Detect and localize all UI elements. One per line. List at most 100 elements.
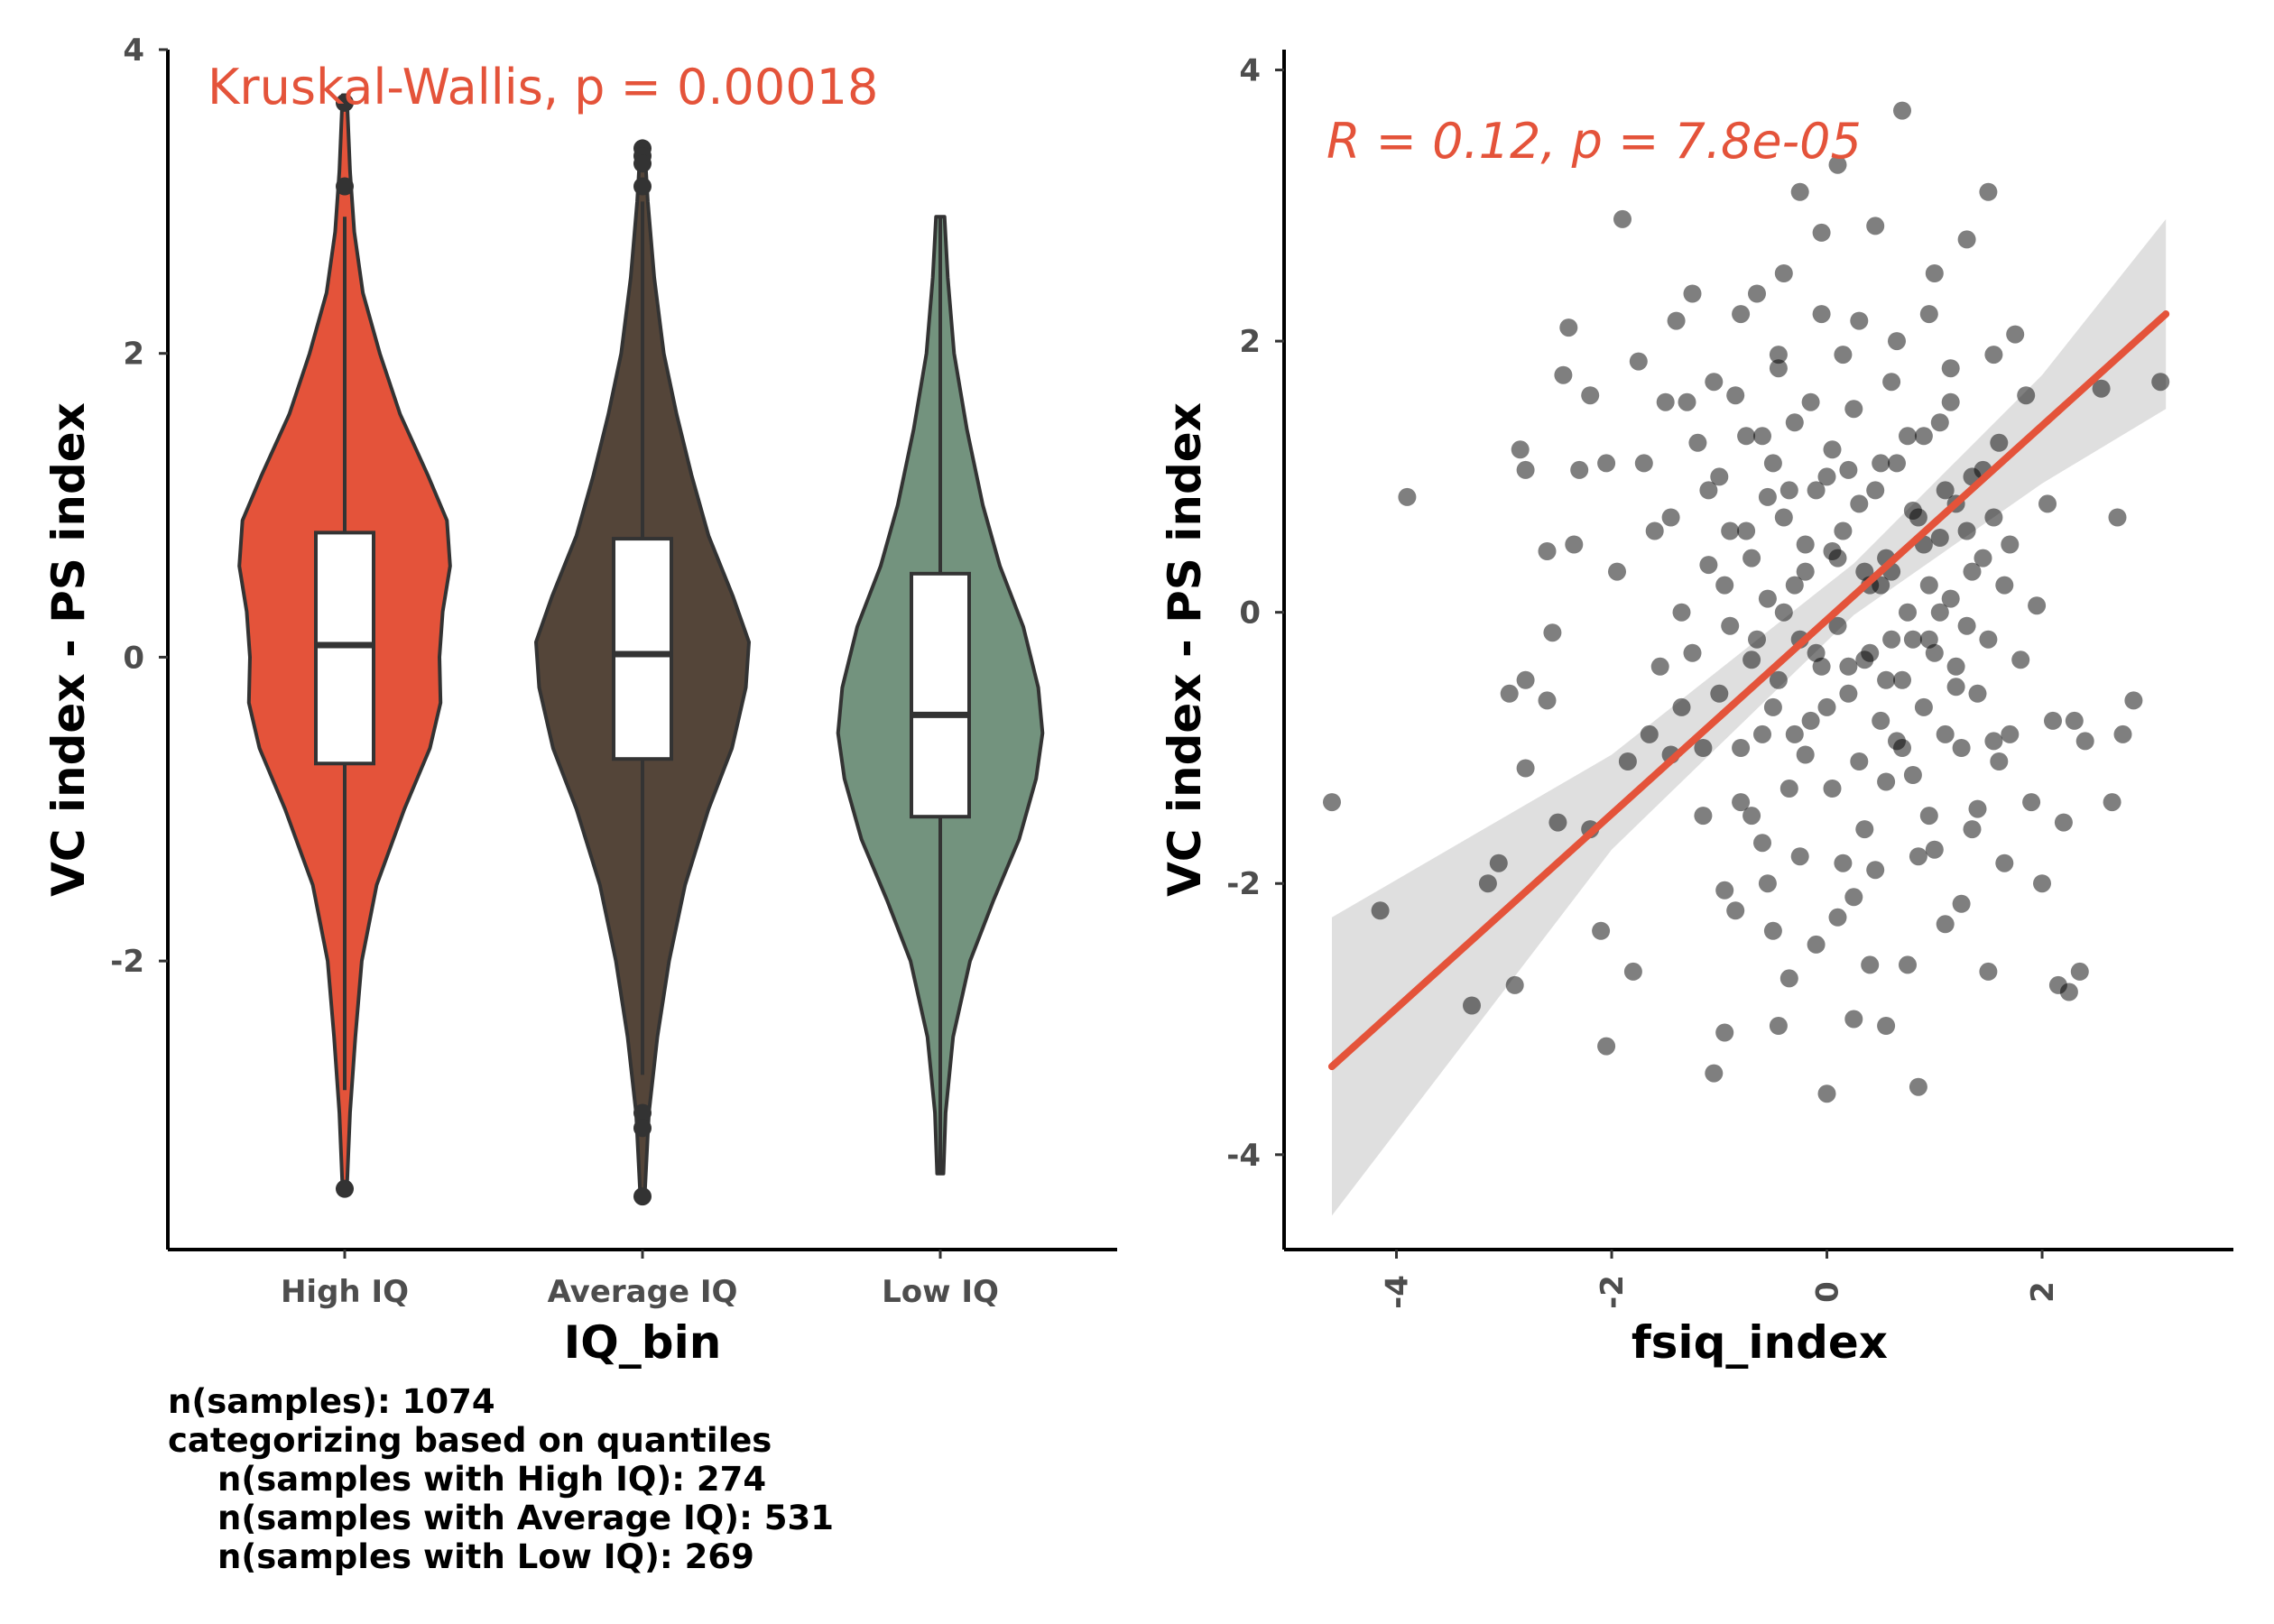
scatter-point-104: [1984, 732, 2003, 751]
outlier-point-1-2: [336, 177, 354, 196]
scatter-point-127: [2151, 373, 2170, 392]
scatter-point-153: [1866, 481, 1885, 500]
scatter-point-73: [1834, 854, 1853, 872]
scatter-point-214: [1834, 346, 1853, 364]
scatter-x-axis-title: fsiq_index: [1632, 1316, 1888, 1369]
scatter-point-148: [1839, 684, 1858, 703]
scatter-point-18: [1559, 318, 1578, 337]
scatter-point-144: [1812, 657, 1831, 676]
scatter-point-100: [1968, 799, 1987, 818]
scatter-point-72: [1828, 155, 1847, 174]
scatter-point-184: [1774, 603, 1793, 622]
scatter-point-223: [2001, 724, 2020, 743]
scatter-point-83: [1882, 373, 1901, 392]
outlier-point-2-3: [633, 154, 652, 173]
scatter-point-175: [1984, 508, 2003, 527]
scatter-point-173: [1974, 549, 1992, 567]
scatter-point-125: [2113, 724, 2132, 743]
scatter-point-49: [1726, 901, 1745, 920]
scatter-point-55: [1753, 834, 1771, 853]
scatter-point-185: [1779, 481, 1798, 500]
scatter-point-149: [1844, 400, 1863, 419]
scatter-point-11: [1516, 670, 1535, 689]
sample-size-caption: n(samples): 1074 categorizing based on q…: [168, 1382, 834, 1576]
scatter-point-6: [1489, 854, 1508, 872]
scatter-point-157: [1888, 454, 1906, 473]
regression-line: [1327, 310, 2170, 1071]
scatter-point-191: [1828, 549, 1847, 567]
scatter-point-151: [1855, 562, 1874, 581]
violin-y-tick-label-4: 4: [123, 32, 144, 69]
scatter-point-43: [1699, 556, 1718, 575]
scatter-point-201: [1903, 630, 1922, 649]
violin-y-tick-label-2: 2: [123, 337, 144, 373]
scatter-point-4: [1463, 996, 1481, 1015]
scatter-x-tick-label--4: -4: [1380, 1275, 1416, 1309]
scatter-y-axis-title: VC index - PS index: [1159, 402, 1211, 897]
scatter-point-152: [1861, 643, 1880, 662]
scatter-point-145: [1823, 440, 1842, 459]
scatter-point-19: [1565, 535, 1584, 554]
scatter-point-92: [1925, 840, 1944, 859]
scatter-point-88: [1909, 1077, 1927, 1096]
scatter-point-188: [1807, 643, 1826, 662]
scatter-point-58: [1769, 346, 1788, 364]
scatter-point-9: [1511, 440, 1530, 459]
outlier-point-2-4: [633, 177, 652, 196]
scatter-point-207: [1957, 521, 1976, 540]
scatter-point-99: [1963, 562, 1982, 581]
scatter-point-194: [1855, 820, 1874, 839]
scatter-x-tick-label--2: -2: [1595, 1275, 1631, 1309]
scatter-point-141: [1796, 535, 1815, 554]
scatter-point-199: [1893, 739, 1911, 757]
scatter-point-10: [1516, 460, 1535, 479]
scatter-point-156: [1882, 630, 1901, 649]
scatter-point-8: [1505, 975, 1524, 994]
scatter-y-tick-label--2: -2: [1226, 866, 1261, 902]
scatter-point-31: [1634, 454, 1653, 473]
outlier-point-1-3: [336, 1179, 354, 1198]
scatter-point-111: [2022, 793, 2041, 812]
caption-high-iq-count: n(samples with High IQ): 274: [217, 1460, 767, 1499]
scatter-point-182: [1753, 427, 1771, 446]
scatter-point-167: [1941, 589, 1960, 608]
scatter-point-25: [1597, 454, 1616, 473]
scatter-point-115: [2044, 711, 2062, 730]
scatter-y-tick-label-4: 4: [1239, 53, 1261, 89]
scatter-point-186: [1785, 724, 1804, 743]
scatter-point-78: [1861, 955, 1880, 974]
scatter-point-68: [1817, 697, 1836, 716]
scatter-point-159: [1899, 603, 1917, 622]
scatter-point-160: [1903, 766, 1922, 784]
scatter-point-169: [1952, 739, 1971, 757]
outlier-point-2-6: [633, 1119, 652, 1138]
scatter-point-204: [1930, 603, 1949, 622]
scatter-point-139: [1785, 413, 1804, 432]
scatter-point-42: [1694, 807, 1713, 826]
scatter-point-24: [1597, 1037, 1616, 1056]
scatter-point-63: [1790, 182, 1809, 201]
scatter-point-94: [1936, 915, 1955, 934]
scatter-point-86: [1899, 955, 1917, 974]
scatter-point-51: [1732, 305, 1751, 324]
scatter-point-91: [1925, 264, 1944, 282]
scatter-point-126: [2124, 691, 2143, 710]
scatter-point-213: [1790, 847, 1809, 866]
scatter-points: [1323, 101, 2170, 1103]
scatter-point-192: [1839, 657, 1858, 676]
scatter-point-38: [1672, 603, 1691, 622]
violin-marks: [237, 93, 1045, 1206]
scatter-point-137: [1774, 508, 1793, 527]
scatter-point-23: [1592, 921, 1611, 940]
caption-average-iq-count: n(samples with Average IQ): 531: [217, 1499, 834, 1537]
scatter-point-35: [1656, 392, 1675, 411]
scatter-point-15: [1543, 623, 1562, 642]
scatter-point-44: [1705, 1064, 1724, 1083]
scatter-point-113: [2033, 874, 2051, 893]
scatter-point-217: [1909, 847, 1927, 866]
scatter-point-130: [1721, 616, 1740, 635]
scatter-point-121: [2075, 732, 2094, 751]
scatter-point-95: [1941, 392, 1960, 411]
violin-y-tick-label-0: 0: [123, 640, 144, 676]
